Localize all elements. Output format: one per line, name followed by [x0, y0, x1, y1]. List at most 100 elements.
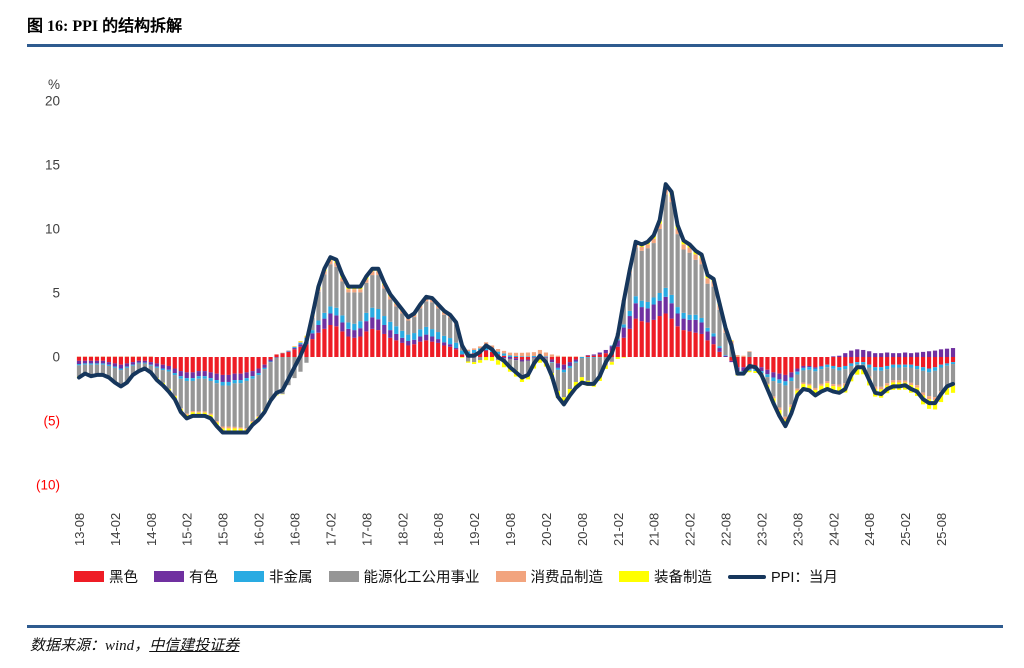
bar-segment: [501, 350, 507, 354]
bar-segment: [489, 345, 495, 349]
bar-segment: [483, 350, 489, 357]
bar-segment: [849, 350, 854, 357]
bar-segment: [861, 362, 866, 365]
bar-segment: [316, 320, 321, 325]
bar-segment: [789, 381, 794, 405]
bar-segment: [897, 353, 902, 357]
y-tick-label: 15: [45, 158, 60, 173]
bar-segment: [388, 337, 393, 357]
bar-segment: [262, 357, 267, 365]
bar-segment: [801, 370, 806, 383]
bar-segment: [454, 349, 459, 357]
bar-segment: [472, 348, 477, 350]
bar-segment: [454, 342, 459, 349]
x-tick-label: 18-08: [431, 513, 446, 546]
bar-segment: [723, 355, 728, 357]
bar-segment: [292, 347, 297, 349]
bar-segment: [801, 365, 806, 368]
bar-segment: [106, 365, 112, 377]
bar-segment: [364, 282, 369, 313]
bar-segment: [819, 383, 824, 386]
bar-segment: [154, 357, 159, 364]
bar-segment: [477, 357, 483, 361]
bar-segment: [938, 357, 944, 365]
bar-segment: [220, 385, 225, 427]
bar-segment: [346, 328, 351, 337]
bar-segment: [825, 364, 830, 368]
bar-segment: [436, 332, 441, 340]
bar-segment: [274, 354, 279, 357]
bar-segment: [190, 378, 195, 381]
bar-segment: [244, 428, 249, 430]
bar-segment: [448, 346, 453, 357]
bar-segment: [861, 357, 866, 363]
bar-segment: [525, 356, 531, 357]
bar-segment: [340, 277, 345, 282]
bar-segment: [196, 411, 201, 413]
bar-segment: [573, 361, 578, 363]
bar-segment: [837, 386, 842, 394]
bar-segment: [531, 352, 537, 356]
bar-segment: [801, 384, 806, 389]
bar-segment: [741, 355, 746, 357]
bar-segment: [442, 314, 447, 336]
bar-segment: [645, 308, 650, 323]
bar-segment: [920, 357, 926, 368]
bar-segment: [789, 372, 794, 378]
bar-segment: [819, 385, 824, 392]
bar-segment: [663, 313, 668, 357]
chart-legend: 黑色 有色 非金属 能源化工公用事业 消费品制造 装备制造 PPI：当月: [74, 566, 954, 587]
x-tick-label: 20-02: [539, 513, 554, 546]
bar-segment: [507, 355, 513, 357]
bar-segment: [807, 367, 812, 370]
bar-segment: [412, 333, 417, 340]
bar-segment: [202, 371, 207, 377]
bar-segment: [304, 344, 309, 357]
bar-segment: [573, 357, 578, 360]
bar-segment: [507, 358, 513, 366]
bar-segment: [549, 354, 555, 357]
bar-segment: [322, 312, 327, 319]
bar-segment: [675, 313, 680, 327]
source-org-link[interactable]: 中信建投证券: [149, 638, 240, 654]
bar-segment: [843, 365, 848, 370]
bar-segment: [495, 351, 501, 355]
bar-segment: [585, 357, 590, 358]
bar-segment: [256, 357, 261, 369]
legend-swatch: [74, 571, 104, 582]
bar-segment: [220, 374, 225, 382]
bar-segment: [591, 354, 596, 356]
x-tick-label: 13-08: [72, 513, 87, 546]
bar-segment: [112, 367, 118, 382]
bar-segment: [376, 275, 381, 309]
bar-segment: [507, 357, 513, 359]
x-axis-labels: 13-08 14-02 14-08 15-02 15-08 16-02 16-08 17-02…: [72, 513, 949, 546]
bar-segment: [358, 289, 363, 293]
bar-segment: [489, 351, 495, 357]
bar-segment: [513, 357, 519, 359]
bar-segment: [525, 359, 531, 361]
bar-segment: [328, 313, 333, 325]
bar-segment: [771, 396, 776, 399]
bar-segment: [555, 369, 560, 391]
bar-segment: [543, 352, 549, 357]
bar-segment: [914, 352, 920, 357]
y-tick-label: 5: [52, 286, 60, 301]
bar-segment: [657, 293, 662, 301]
bar-segment: [316, 325, 321, 333]
bar-segment: [855, 362, 860, 365]
bar-segment: [88, 360, 94, 364]
bar-segment: [741, 357, 746, 368]
bar-segment: [885, 357, 890, 366]
bar-segment: [765, 374, 770, 378]
bar-segment: [621, 327, 626, 338]
bar-segment: [651, 238, 656, 244]
bar-segment: [142, 356, 147, 357]
bar-segment: [100, 356, 106, 357]
legend-item: 黑色: [74, 566, 138, 587]
bar-segment: [891, 357, 896, 365]
bar-segment: [112, 363, 118, 367]
bar-segment: [932, 370, 938, 398]
bar-segment: [789, 404, 794, 408]
